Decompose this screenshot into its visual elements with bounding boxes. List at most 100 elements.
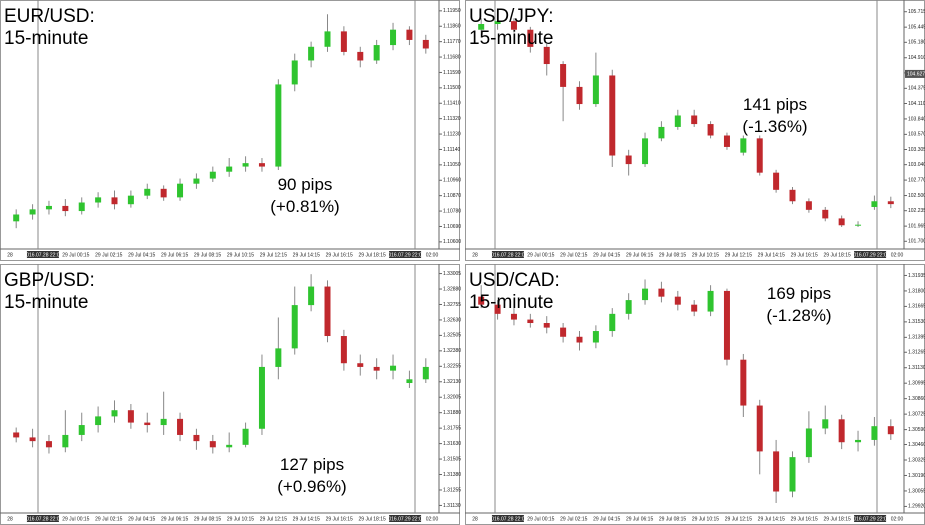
y-tick-label: 1.31130 [443, 503, 461, 509]
y-tick-label: 1.30325 [908, 457, 925, 463]
candle-body [95, 416, 102, 426]
candle-body [45, 441, 52, 448]
candle-body [62, 205, 69, 212]
x-tick-label: 29 Jul 10:15 [692, 516, 719, 522]
x-tick-label: 29 Jul 10:15 [227, 516, 254, 522]
candle-body [127, 195, 134, 205]
candle-body [658, 126, 665, 139]
y-tick-label: 1.32630 [443, 317, 461, 323]
chart-subtitle: 15-minute [4, 28, 89, 49]
candle-body [193, 178, 200, 184]
candle-body [357, 51, 364, 61]
annotation: 90 pips [278, 175, 333, 194]
y-tick-label: 1.30590 [908, 427, 925, 433]
panel-frame [465, 0, 925, 261]
x-tick-label: 29 Jul 08:15 [659, 516, 686, 522]
x-label-box [854, 251, 887, 258]
x-tick-label: 29 Jul 04:15 [593, 252, 620, 258]
x-tick-label: 29 Jul 04:15 [128, 516, 155, 522]
y-tick-label: 1.31380 [443, 472, 461, 478]
candle-body [871, 426, 878, 440]
x-tick-label: 29 Jul 10:15 [692, 252, 719, 258]
x-tick-label: 29 Jul 16:15 [791, 252, 818, 258]
candle-body [62, 434, 69, 448]
candle-body [406, 379, 413, 384]
x-tick-label: 29 Jul 02:15 [95, 252, 122, 258]
annotation: (-1.28%) [766, 306, 831, 325]
candle-body [291, 60, 298, 85]
candle-body [871, 201, 878, 207]
y-tick-label: 1.10870 [443, 193, 461, 199]
x-tick-label: 2016.07.28 22:00 [23, 252, 62, 258]
x-tick-label: 29 Jul 06:15 [626, 516, 653, 522]
x-tick-label: 02:00 [891, 252, 904, 258]
candle-body [324, 31, 331, 47]
candle-body [527, 319, 534, 324]
y-tick-label: 1.31255 [443, 487, 461, 493]
candle-body [822, 419, 829, 429]
candle-body [291, 305, 298, 349]
candle-body [838, 218, 845, 226]
chart-panel: 1.11950 1.11860 1.11770 1.11680 1.11590 1.115… [0, 0, 461, 261]
price-marker-box [905, 69, 925, 78]
y-tick-label: 1.31800 [908, 288, 925, 294]
y-tick-label: 1.11860 [443, 24, 461, 30]
y-tick-label: 1.31630 [443, 441, 461, 447]
y-tick-label: 1.33005 [443, 271, 461, 277]
candle-body [209, 441, 216, 448]
x-tick-label: 29 Jul 04:15 [593, 516, 620, 522]
y-tick-label: 1.31265 [908, 350, 925, 356]
candle-body [510, 313, 517, 320]
annotation: (+0.96%) [277, 477, 346, 496]
candle-body [308, 46, 315, 61]
y-tick-label: 1.31880 [443, 410, 461, 416]
x-tick-label: 29 Jul 10:15 [227, 252, 254, 258]
candle-body [127, 410, 134, 423]
y-tick-label: 1.32505 [443, 333, 461, 339]
y-tick-label: 105.445 [908, 24, 925, 30]
candle-body [275, 84, 282, 167]
candle-body [789, 457, 796, 492]
x-tick-label: 29 Jul 14:15 [758, 252, 785, 258]
candle-body [822, 209, 829, 219]
x-tick-label: 2016.07.28 22:00 [23, 516, 62, 522]
x-tick-label: 2016.07.29 22:00 [386, 516, 425, 522]
y-tick-label: 102.500 [908, 193, 925, 199]
x-tick-label: 29 Jul 08:15 [659, 252, 686, 258]
y-tick-label: 103.305 [908, 147, 925, 153]
panel-frame [0, 0, 460, 261]
chart-panel: 105.715105.445105.180104.910104.645104.3… [465, 0, 925, 261]
x-tick-label: 02:00 [426, 252, 439, 258]
y-tick-label: 1.11680 [443, 54, 461, 60]
chart-panel: 1.33005 1.32880 1.32755 1.32630 1.32505 1.323… [0, 264, 461, 525]
candle-body [789, 189, 796, 202]
candle-body [642, 288, 649, 301]
y-tick-label: 1.32380 [443, 348, 461, 354]
x-label-box [389, 515, 422, 522]
chart-subtitle: 15-minute [4, 292, 89, 313]
y-tick-label: 1.30725 [908, 411, 925, 417]
y-tick-label: 1.30460 [908, 442, 925, 448]
candle-body [723, 135, 730, 147]
candle-body [674, 296, 681, 305]
candle-body [510, 21, 517, 30]
price-marker-label: 104.627 [907, 71, 925, 77]
candle-body [275, 348, 282, 367]
candle-body [78, 425, 85, 435]
candle-body [543, 46, 550, 65]
y-tick-label: 1.11950 [443, 8, 461, 14]
x-tick-label: 29 Jul 18:15 [824, 516, 851, 522]
chart-subtitle: 15-minute [469, 28, 554, 49]
candle-body [373, 366, 380, 371]
candle-body [29, 437, 36, 442]
y-tick-label: 1.30860 [908, 396, 925, 402]
candle-body [527, 29, 534, 47]
x-tick-label: 29 Jul 08:15 [194, 516, 221, 522]
x-tick-label: 29 Jul 12:15 [260, 516, 287, 522]
candle-body [226, 444, 233, 448]
candle-body [258, 366, 265, 429]
candle-body [478, 296, 485, 305]
x-label-box [26, 251, 59, 258]
candle-body [308, 286, 315, 306]
